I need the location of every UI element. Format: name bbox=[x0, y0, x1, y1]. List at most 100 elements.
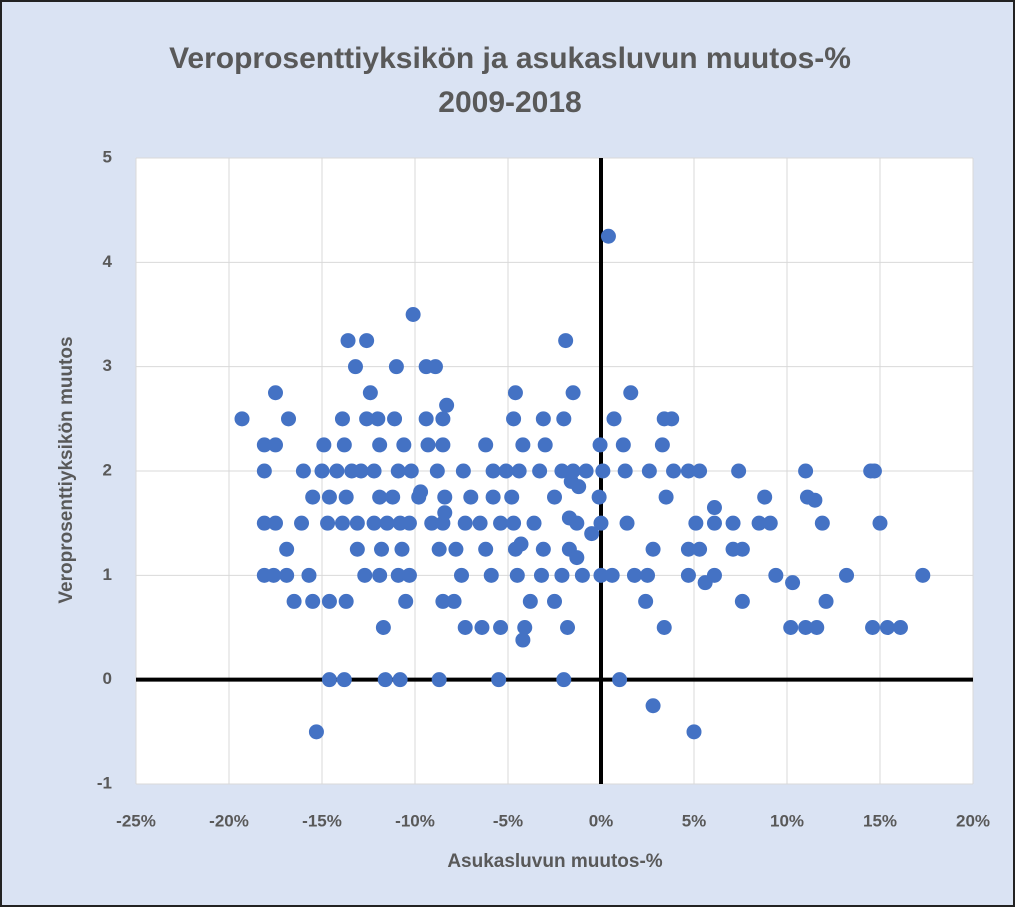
point bbox=[474, 620, 490, 635]
point bbox=[372, 489, 388, 505]
point bbox=[591, 489, 607, 505]
point bbox=[866, 463, 882, 479]
point bbox=[387, 411, 403, 427]
point bbox=[809, 620, 825, 635]
point bbox=[437, 505, 453, 521]
y-tick-label: 2 bbox=[103, 460, 112, 479]
point bbox=[329, 463, 345, 479]
point bbox=[362, 385, 378, 401]
point bbox=[511, 463, 527, 479]
point bbox=[316, 437, 332, 453]
point bbox=[377, 672, 393, 688]
point bbox=[535, 411, 551, 427]
point bbox=[556, 672, 572, 688]
point bbox=[872, 515, 888, 531]
point bbox=[454, 567, 469, 583]
point bbox=[485, 463, 501, 479]
y-axis-title: Veroprosenttiyksikön muutos bbox=[56, 336, 77, 603]
point bbox=[768, 567, 784, 583]
point bbox=[692, 463, 708, 479]
point bbox=[686, 724, 702, 740]
point bbox=[359, 411, 375, 427]
point bbox=[390, 463, 406, 479]
point bbox=[321, 672, 337, 688]
point bbox=[418, 411, 434, 427]
point bbox=[565, 385, 581, 401]
point bbox=[615, 437, 631, 453]
point bbox=[478, 437, 494, 453]
point bbox=[798, 463, 814, 479]
point bbox=[279, 541, 295, 557]
point bbox=[522, 593, 538, 609]
point bbox=[435, 593, 451, 609]
chart-title: 2009-2018 bbox=[438, 86, 581, 119]
point bbox=[656, 620, 672, 635]
point bbox=[424, 515, 440, 531]
point bbox=[491, 672, 507, 688]
point bbox=[569, 550, 585, 566]
point bbox=[472, 515, 488, 531]
point bbox=[431, 541, 447, 557]
point bbox=[256, 437, 272, 453]
point bbox=[455, 463, 471, 479]
point bbox=[498, 463, 514, 479]
point bbox=[483, 567, 499, 583]
point bbox=[448, 541, 464, 557]
point bbox=[396, 437, 412, 453]
point bbox=[509, 567, 525, 583]
point bbox=[865, 620, 881, 635]
point bbox=[435, 437, 451, 453]
point bbox=[336, 672, 352, 688]
y-tick-label: -1 bbox=[97, 773, 112, 792]
y-tick-label: 1 bbox=[103, 565, 112, 584]
point bbox=[268, 385, 283, 401]
point bbox=[338, 593, 354, 609]
point bbox=[308, 724, 324, 740]
point bbox=[645, 541, 661, 557]
point bbox=[664, 411, 680, 427]
point bbox=[785, 575, 801, 591]
point bbox=[706, 515, 722, 531]
x-tick-label: -10% bbox=[395, 811, 435, 830]
point bbox=[697, 575, 713, 591]
point bbox=[457, 620, 473, 635]
point bbox=[349, 541, 365, 557]
point bbox=[706, 500, 722, 516]
point bbox=[563, 473, 579, 489]
point bbox=[268, 437, 283, 453]
point bbox=[286, 593, 302, 609]
point bbox=[574, 567, 590, 583]
point bbox=[734, 541, 750, 557]
point bbox=[370, 411, 386, 427]
point bbox=[680, 567, 696, 583]
point bbox=[305, 489, 321, 505]
point bbox=[279, 567, 295, 583]
point bbox=[321, 489, 337, 505]
point bbox=[413, 484, 429, 500]
point bbox=[554, 463, 570, 479]
point bbox=[818, 593, 834, 609]
point bbox=[725, 515, 741, 531]
x-tick-label: -15% bbox=[302, 811, 342, 830]
point bbox=[268, 515, 283, 531]
x-tick-label: 20% bbox=[956, 811, 990, 830]
point bbox=[394, 541, 410, 557]
point bbox=[680, 541, 696, 557]
x-tick-label: 0% bbox=[589, 811, 614, 830]
point bbox=[658, 489, 674, 505]
point bbox=[372, 567, 388, 583]
point bbox=[347, 359, 363, 375]
point bbox=[388, 359, 404, 375]
point bbox=[506, 515, 522, 531]
point bbox=[305, 593, 321, 609]
point bbox=[619, 515, 635, 531]
point bbox=[401, 567, 417, 583]
point bbox=[617, 463, 633, 479]
chart-title: Veroprosenttiyksikön ja asukasluvun muut… bbox=[169, 42, 851, 75]
point bbox=[366, 463, 382, 479]
point bbox=[353, 463, 369, 479]
x-tick-label: 15% bbox=[863, 811, 897, 830]
point bbox=[592, 437, 608, 453]
point bbox=[915, 567, 931, 583]
